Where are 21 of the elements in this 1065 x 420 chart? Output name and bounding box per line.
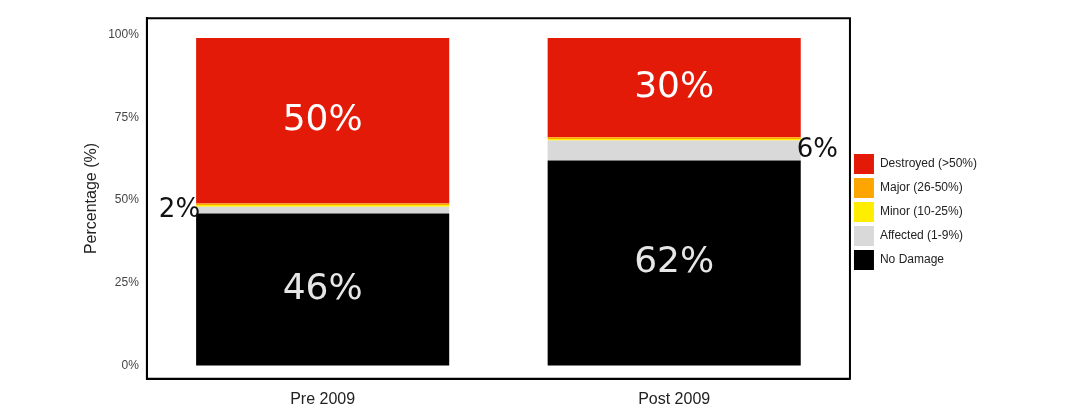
y-tick-label: 0% [121,357,140,372]
data-label: 2% [158,192,201,223]
y-tick-label: 50% [114,192,140,207]
legend-label: No Damage [879,252,945,267]
y-tick-label: 75% [114,109,140,124]
data-label: 50% [282,97,363,139]
legend-label: Minor (10-25%) [879,204,963,219]
legend-label: Major (26-50%) [879,180,963,195]
x-tick-label: Post 2009 [638,389,711,407]
bar [547,38,801,138]
data-label: 6% [796,133,838,164]
legend-label: Destroyed (>50%) [879,156,977,171]
x-tick-label: Pre 2009 [290,389,356,407]
data-label: 46% [282,265,363,307]
bar [547,160,801,366]
legend-label: Affected (1-9%) [879,228,964,243]
y-tick-label: 100% [108,27,140,42]
y-axis-title: Percentage (%) [82,142,100,255]
y-tick-label: 25% [114,275,140,290]
data-label: 62% [634,239,715,281]
data-label: 30% [634,64,715,106]
